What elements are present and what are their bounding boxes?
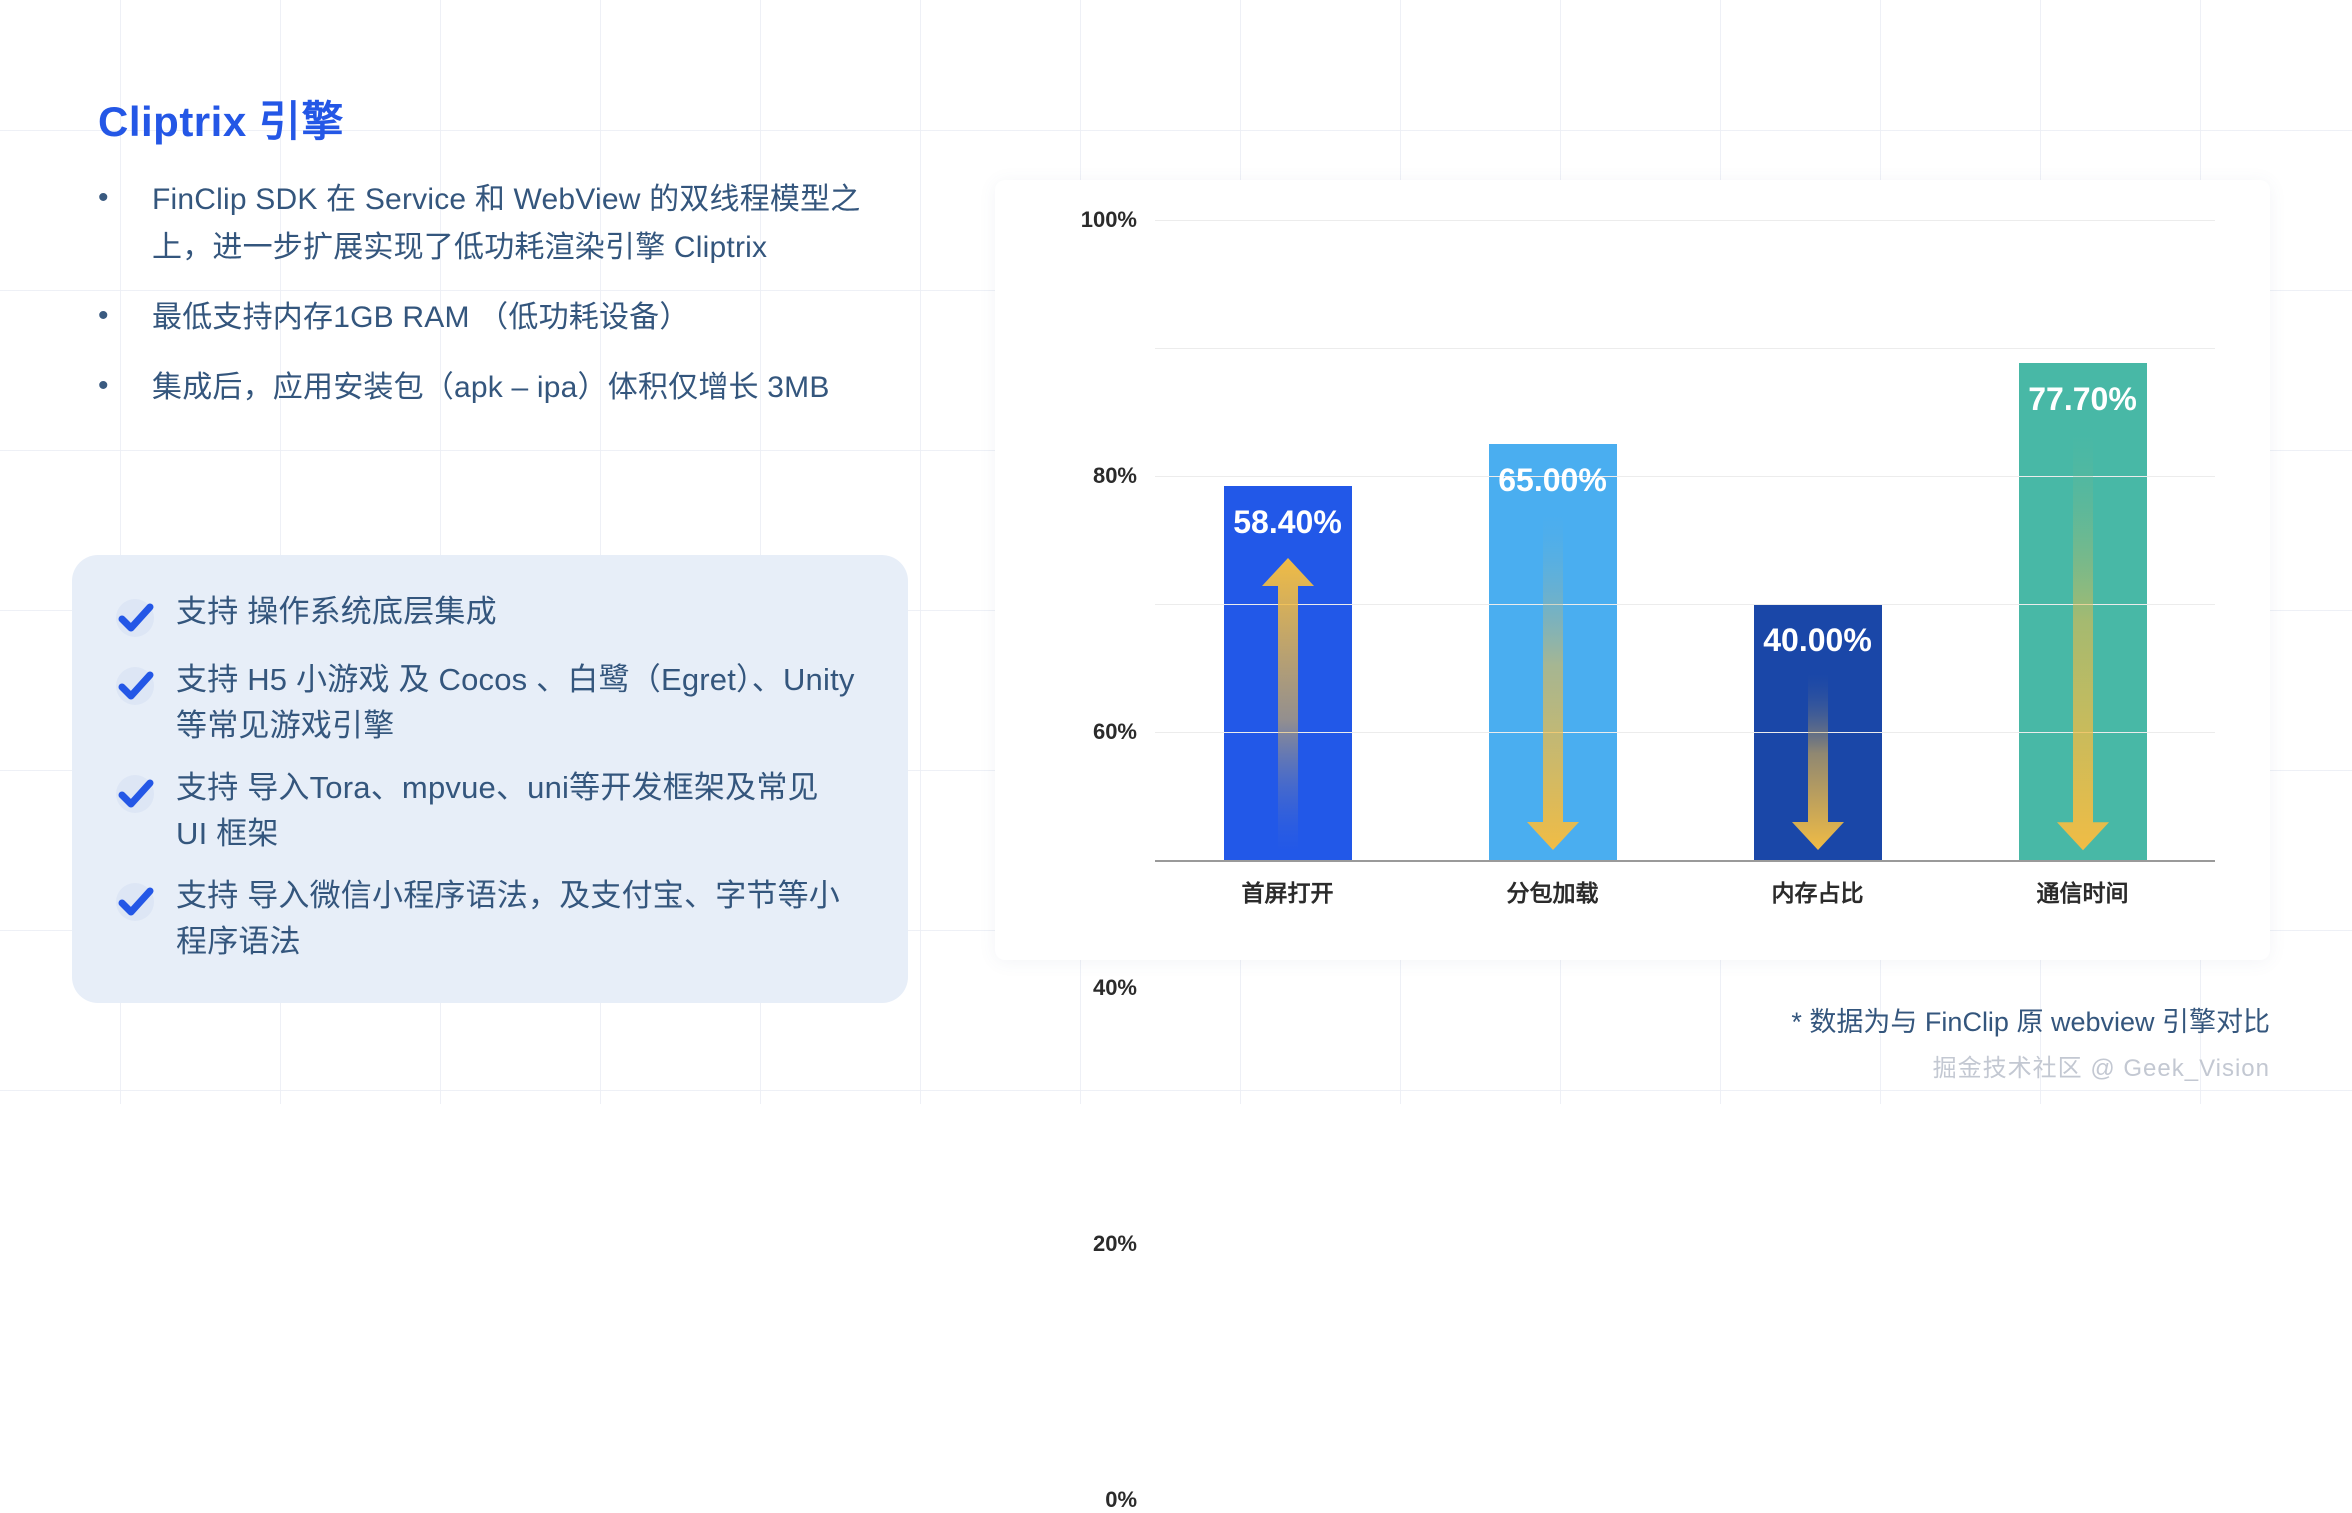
- checklist-item-label: 支持 导入Tora、mpvue、uni等开发框架及常见 UI 框架: [176, 770, 819, 851]
- list-item: 支持 导入Tora、mpvue、uni等开发框架及常见 UI 框架: [112, 765, 868, 857]
- checklist-item-label: 支持 导入微信小程序语法，及支付宝、字节等小程序语法: [176, 878, 841, 959]
- list-item: 支持 操作系统底层集成: [112, 589, 868, 641]
- y-axis-tick-label: 60%: [1092, 719, 1137, 744]
- checklist-item-label: 支持 操作系统底层集成: [176, 594, 497, 629]
- arrow-down-icon: [1788, 674, 1848, 852]
- bar-chart-plot-area: 58.40% 65.00% 40.00% 77.70% 首屏打开 分包加载 内存占比 通信时…: [1081, 207, 2215, 1512]
- watermark: 掘金技术社区 @ Geek_Vision: [1932, 1055, 2270, 1082]
- bar-slot: 65.00%: [1436, 220, 1669, 860]
- gridline: 40%: [1093, 604, 2215, 1000]
- bar[interactable]: 77.70%: [2018, 362, 2147, 860]
- gridline: 80%: [1093, 348, 2215, 488]
- y-axis-tick-label: 0%: [1105, 1487, 1137, 1512]
- bar-group: 58.40% 65.00% 40.00% 77.70%: [1155, 220, 2215, 860]
- performance-chart-card: 58.40% 65.00% 40.00% 77.70% 首屏打开 分包加载 内存占比 通信时…: [995, 180, 2270, 1512]
- x-axis-labels: 首屏打开 分包加载 内存占比 通信时间: [1155, 874, 2215, 908]
- y-axis-tick-label: 100%: [1080, 207, 1137, 232]
- gridline: 100%: [1081, 207, 2215, 232]
- check-mark-icon: [112, 771, 158, 817]
- bar-value-label: 65.00%: [1498, 462, 1607, 498]
- x-axis-tick-label: 分包加载: [1506, 880, 1599, 906]
- x-axis-tick-label: 内存占比: [1771, 880, 1864, 906]
- bar-value-label: 40.00%: [1763, 622, 1872, 658]
- bullet-dot-icon: •: [98, 369, 109, 402]
- bullet-dot-icon: •: [98, 181, 109, 214]
- checklist-item-label: 支持 H5 小游戏 及 Cocos 、白鹭（Egret）、Unity 等常见游戏…: [176, 662, 855, 743]
- x-axis-tick-label: 通信时间: [2036, 880, 2129, 906]
- bullet-dot-icon: •: [98, 299, 109, 332]
- bullet-text: FinClip SDK 在 Service 和 WebView 的双线程模型之上…: [152, 183, 861, 264]
- page-title: Cliptrix 引擎: [98, 98, 344, 145]
- bar-value-label: 58.40%: [1233, 504, 1342, 541]
- check-mark-icon: [112, 663, 158, 709]
- check-mark-icon: [112, 879, 158, 925]
- list-item: • 集成后，应用安装包（apk – ipa）体积仅增长 3MB: [98, 364, 898, 412]
- bar-slot: 58.40%: [1171, 220, 1404, 860]
- chart-footnote: * 数据为与 FinClip 原 webview 引擎对比: [1791, 1007, 2270, 1037]
- arrow-up-icon: [1258, 556, 1318, 852]
- bar-slot: 40.00%: [1701, 220, 1934, 860]
- list-item: • FinClip SDK 在 Service 和 WebView 的双线程模型…: [98, 176, 898, 272]
- slide-root: Cliptrix 引擎 • FinClip SDK 在 Service 和 We…: [0, 0, 2270, 1512]
- bullet-text: 集成后，应用安装包（apk – ipa）体积仅增长 3MB: [152, 371, 830, 404]
- x-axis-line: 0%: [1105, 860, 2215, 1512]
- y-axis-tick-label: 80%: [1092, 463, 1137, 488]
- arrow-down-icon: [2053, 432, 2113, 852]
- gridline: 60%: [1093, 476, 2215, 744]
- bar[interactable]: 65.00%: [1488, 444, 1617, 860]
- x-axis-tick-label: 首屏打开: [1241, 880, 1334, 906]
- bullet-list: • FinClip SDK 在 Service 和 WebView 的双线程模型…: [98, 176, 898, 434]
- y-axis-tick-label: 20%: [1092, 1231, 1137, 1256]
- bar-slot: 77.70%: [1966, 220, 2199, 860]
- bar-value-label: 77.70%: [2028, 380, 2137, 417]
- list-item: 支持 导入微信小程序语法，及支付宝、字节等小程序语法: [112, 873, 868, 965]
- bar[interactable]: 58.40%: [1223, 486, 1352, 860]
- list-item: 支持 H5 小游戏 及 Cocos 、白鹭（Egret）、Unity 等常见游戏…: [112, 657, 868, 749]
- arrow-down-icon: [1523, 514, 1583, 852]
- list-item: • 最低支持内存1GB RAM （低功耗设备）: [98, 294, 898, 342]
- bullet-text: 最低支持内存1GB RAM （低功耗设备）: [152, 301, 690, 334]
- feature-checklist-card: 支持 操作系统底层集成 支持 H5 小游戏 及 Cocos 、白鹭（Egret）…: [72, 555, 908, 1003]
- check-mark-icon: [112, 595, 158, 641]
- y-axis-tick-label: 40%: [1092, 975, 1137, 1000]
- left-content-column: Cliptrix 引擎 • FinClip SDK 在 Service 和 We…: [0, 0, 960, 1104]
